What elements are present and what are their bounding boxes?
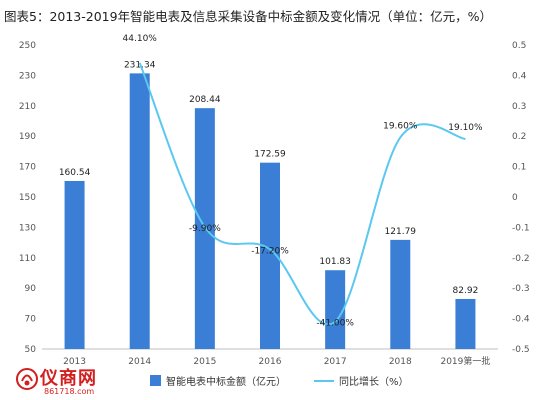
y-right-tick-label: 0.1 [512, 163, 526, 173]
y-left-tick-label: 230 [19, 71, 36, 81]
bar [455, 298, 476, 349]
logo-name: 仪商网 [40, 368, 97, 389]
y-left-tick-label: 130 [19, 223, 36, 233]
y-right-tick-label: -0.3 [512, 284, 530, 294]
bar [260, 162, 280, 349]
legend: 智能电表中标金额（亿元） 同比增长（%） [150, 373, 437, 388]
x-tick-label: 2015 [193, 357, 216, 367]
y-left-tick-label: 210 [19, 102, 36, 112]
y-right-tick-label: 0.5 [512, 41, 526, 51]
y-right-tick-label: 0 [512, 193, 518, 203]
y-right-tick-label: 0.4 [512, 71, 527, 81]
y-left-tick-label: 190 [19, 132, 36, 142]
bar [129, 73, 150, 350]
logo-emblem-icon [16, 368, 38, 390]
bar [390, 239, 411, 349]
x-tick-label: 2014 [128, 357, 151, 367]
y-left-tick-label: 50 [25, 345, 37, 355]
bar-value-label: 208.44 [189, 95, 221, 105]
x-tick-label: 2017 [324, 357, 347, 367]
line-value-label: -41.00% [316, 319, 354, 329]
legend-line-label: 同比增长（%） [339, 377, 409, 388]
y-left-tick-label: 90 [25, 284, 37, 294]
legend-bar-label: 智能电表中标金额（亿元） [166, 377, 286, 388]
y-right-tick-label: 0.3 [512, 102, 526, 112]
legend-item-bar: 智能电表中标金额（亿元） [150, 373, 286, 388]
line-value-label: 19.60% [383, 121, 418, 131]
y-right-tick-label: 0.2 [512, 132, 526, 142]
bar-value-label: 172.59 [254, 150, 286, 160]
bar [64, 180, 85, 349]
y-right-tick-label: -0.5 [512, 345, 530, 355]
legend-bar-swatch [150, 375, 161, 386]
y-left-tick-label: 250 [19, 41, 36, 51]
y-left-tick-label: 110 [19, 254, 36, 264]
legend-item-line: 同比增长（%） [314, 373, 409, 388]
y-left-tick-label: 70 [25, 315, 37, 325]
x-tick-label: 2019第一批 [440, 355, 490, 367]
bar [325, 270, 346, 349]
bar-value-label: 160.54 [59, 168, 91, 178]
bar-value-label: 82.92 [453, 286, 479, 296]
logo-url: 861718.com [44, 387, 95, 396]
line-value-label: 44.10% [123, 34, 158, 44]
y-right-tick-label: -0.2 [512, 254, 530, 264]
bar-value-label: 121.79 [385, 227, 417, 237]
y-left-tick-label: 150 [19, 193, 36, 203]
y-left-tick-label: 170 [19, 163, 36, 173]
line-value-label: 19.10% [448, 123, 483, 133]
chart-title: 图表5：2013-2019年智能电表及信息采集设备中标金额及变化情况（单位：亿元… [4, 9, 492, 24]
x-tick-label: 2013 [63, 357, 86, 367]
legend-line-swatch [314, 379, 334, 382]
y-right-tick-label: -0.1 [512, 223, 530, 233]
growth-line [138, 62, 466, 326]
y-right-tick-label: -0.4 [512, 315, 530, 325]
x-tick-label: 2016 [259, 357, 282, 367]
site-logo: 仪商网 861718.com [14, 364, 124, 398]
bar-value-label: 101.83 [319, 257, 351, 267]
line-value-label: -9.90% [189, 224, 221, 234]
x-tick-label: 2018 [389, 357, 412, 367]
line-value-label: -17.20% [251, 246, 289, 256]
